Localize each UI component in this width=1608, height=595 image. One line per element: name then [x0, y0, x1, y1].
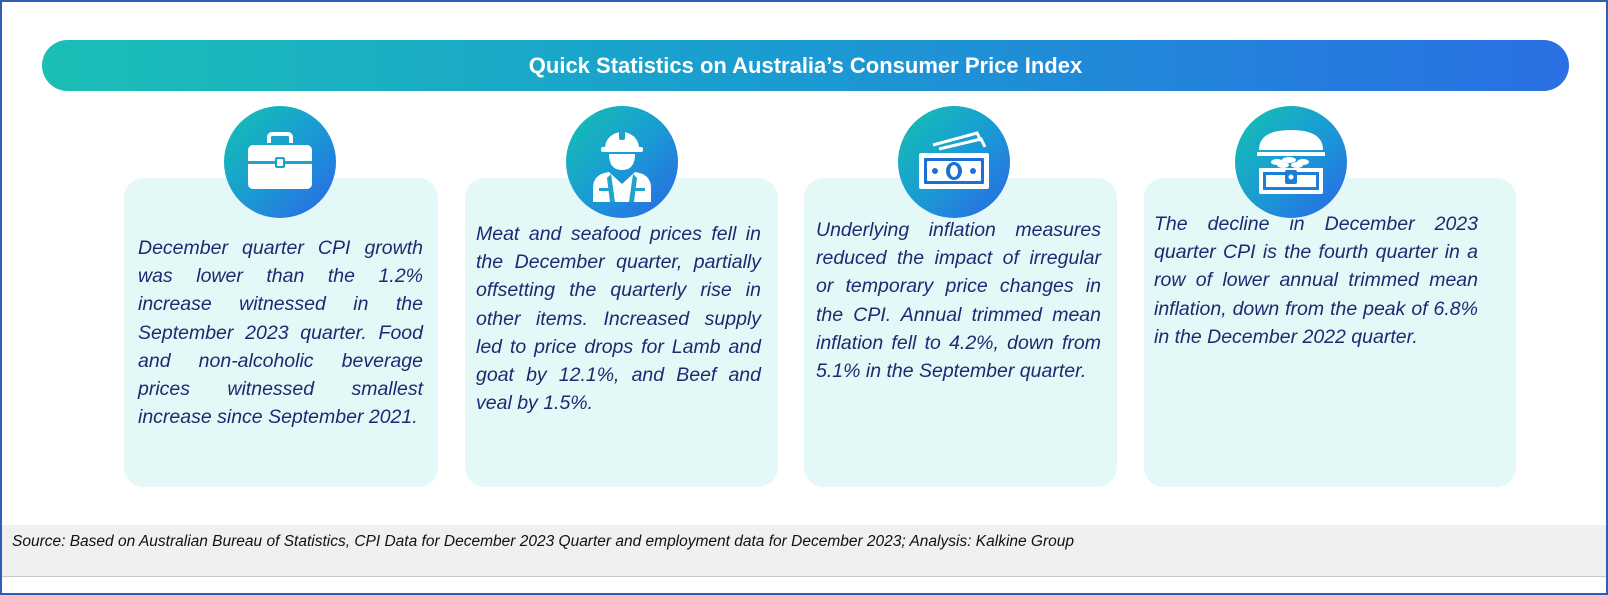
stat-card-1-text: December quarter CPI growth was lower th…	[138, 237, 423, 429]
footer-divider	[2, 576, 1606, 577]
source-text: Source: Based on Australian Bureau of St…	[12, 533, 1075, 550]
stat-card-4	[1144, 178, 1516, 487]
stat-card-4-text: The decline in December 2023 quarter CPI…	[1154, 213, 1478, 348]
banknotes-icon	[898, 106, 1010, 218]
worker-icon	[566, 106, 678, 218]
stat-card-2-text: Meat and seafood prices fell in the Dece…	[476, 223, 761, 415]
treasure-chest-icon	[1235, 106, 1347, 218]
stat-card-2	[465, 178, 778, 487]
briefcase-icon	[224, 106, 336, 218]
stat-card-3-text: Underlying inflation measures reduced th…	[816, 219, 1101, 383]
title-banner: Quick Statistics on Australia’s Consumer…	[42, 40, 1569, 91]
page-title: Quick Statistics on Australia’s Consumer…	[528, 52, 1083, 78]
stat-card-1	[124, 178, 438, 487]
source-footer: Source: Based on Australian Bureau of St…	[2, 525, 1606, 577]
stat-card-3	[804, 178, 1117, 487]
